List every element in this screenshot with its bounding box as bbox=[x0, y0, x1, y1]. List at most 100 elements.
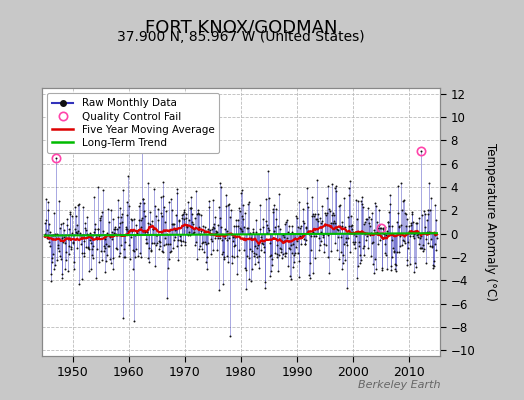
Point bbox=[278, 251, 287, 258]
Point bbox=[228, 253, 236, 259]
Point bbox=[367, 216, 375, 222]
Point bbox=[112, 244, 120, 251]
Point bbox=[432, 247, 440, 254]
Point bbox=[304, 228, 312, 234]
Point bbox=[88, 246, 96, 253]
Point bbox=[340, 195, 348, 201]
Point bbox=[152, 212, 161, 219]
Point bbox=[342, 239, 350, 245]
Point bbox=[412, 220, 421, 227]
Point bbox=[410, 234, 418, 241]
Point bbox=[117, 214, 126, 221]
Point bbox=[416, 244, 424, 251]
Point bbox=[54, 248, 63, 254]
Point bbox=[369, 270, 378, 276]
Point bbox=[307, 247, 315, 254]
Point bbox=[313, 177, 321, 184]
Point bbox=[178, 238, 187, 244]
Point bbox=[272, 216, 280, 222]
Point bbox=[201, 238, 209, 245]
Point bbox=[251, 243, 259, 249]
Point bbox=[105, 256, 114, 262]
Point bbox=[399, 198, 408, 204]
Point bbox=[265, 194, 273, 201]
Point bbox=[341, 224, 349, 230]
Point bbox=[377, 265, 386, 271]
Point bbox=[429, 265, 437, 271]
Point bbox=[118, 211, 126, 218]
Point bbox=[257, 234, 265, 240]
Point bbox=[428, 244, 436, 250]
Point bbox=[47, 271, 55, 277]
Point bbox=[283, 217, 291, 224]
Point bbox=[284, 228, 292, 235]
Point bbox=[181, 241, 190, 248]
Point bbox=[52, 155, 60, 161]
Point bbox=[168, 207, 176, 214]
Point bbox=[416, 234, 424, 241]
Point bbox=[204, 226, 213, 232]
Point bbox=[151, 263, 159, 269]
Point bbox=[409, 232, 417, 239]
Point bbox=[199, 223, 207, 229]
Point bbox=[81, 220, 89, 226]
Point bbox=[362, 236, 370, 243]
Point bbox=[174, 216, 183, 223]
Point bbox=[120, 253, 128, 260]
Point bbox=[170, 237, 178, 243]
Point bbox=[82, 244, 90, 250]
Point bbox=[361, 231, 369, 237]
Point bbox=[155, 238, 163, 244]
Point bbox=[353, 274, 361, 281]
Point bbox=[205, 227, 214, 233]
Point bbox=[66, 226, 74, 232]
Point bbox=[357, 198, 365, 204]
Point bbox=[41, 231, 49, 237]
Point bbox=[164, 241, 172, 247]
Point bbox=[103, 230, 111, 236]
Point bbox=[397, 180, 405, 187]
Point bbox=[269, 209, 278, 215]
Point bbox=[392, 218, 401, 225]
Point bbox=[276, 245, 285, 251]
Point bbox=[391, 260, 399, 267]
Point bbox=[369, 261, 377, 267]
Point bbox=[386, 262, 395, 269]
Point bbox=[394, 182, 402, 189]
Point bbox=[113, 226, 121, 232]
Point bbox=[106, 206, 115, 213]
Point bbox=[431, 202, 440, 208]
Point bbox=[380, 224, 389, 230]
Point bbox=[411, 228, 419, 234]
Point bbox=[352, 232, 360, 239]
Point bbox=[396, 233, 405, 240]
Point bbox=[62, 249, 70, 256]
Point bbox=[318, 203, 326, 209]
Point bbox=[295, 274, 303, 280]
Point bbox=[258, 224, 267, 230]
Point bbox=[271, 206, 280, 212]
Point bbox=[414, 233, 422, 240]
Point bbox=[51, 230, 59, 237]
Point bbox=[289, 240, 298, 247]
Point bbox=[302, 236, 310, 243]
Point bbox=[210, 224, 218, 231]
Point bbox=[260, 244, 269, 250]
Point bbox=[41, 217, 50, 224]
Point bbox=[227, 207, 235, 214]
Point bbox=[349, 239, 357, 245]
Point bbox=[358, 204, 367, 210]
Point bbox=[96, 213, 105, 219]
Point bbox=[247, 278, 256, 284]
Point bbox=[184, 232, 192, 238]
Point bbox=[394, 210, 402, 217]
Point bbox=[216, 235, 224, 241]
Point bbox=[232, 223, 240, 230]
Point bbox=[313, 211, 322, 217]
Point bbox=[218, 251, 226, 257]
Point bbox=[348, 222, 356, 228]
Point bbox=[231, 233, 239, 240]
Point bbox=[102, 241, 110, 248]
Point bbox=[46, 229, 54, 236]
Point bbox=[427, 236, 435, 242]
